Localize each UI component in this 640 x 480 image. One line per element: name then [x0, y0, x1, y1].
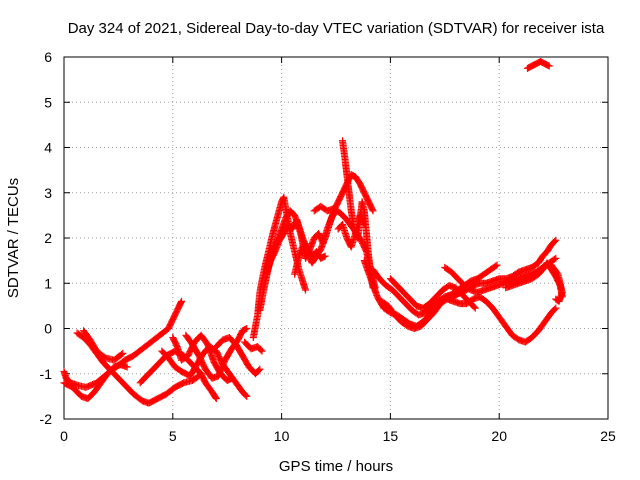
data-point: [302, 286, 310, 294]
data-point: [212, 394, 220, 402]
grid: [64, 57, 608, 419]
x-tick-label: 15: [383, 428, 399, 444]
data-point: [470, 303, 478, 311]
data-point: [360, 220, 368, 228]
data-point: [368, 206, 376, 214]
data-point: [243, 392, 251, 400]
data-point: [545, 62, 553, 70]
y-tick-label: 3: [44, 185, 52, 201]
data-point: [552, 304, 560, 312]
data-point: [212, 395, 220, 403]
data-point: [243, 325, 251, 332]
x-tick-label: 5: [169, 428, 177, 444]
data-point: [551, 237, 559, 245]
axis-ticks: [63, 56, 609, 420]
data-point: [255, 366, 263, 374]
series-track-9: [212, 334, 264, 378]
data-point: [369, 207, 377, 215]
data-point: [119, 349, 127, 357]
x-tick-label: 25: [600, 428, 616, 444]
y-tick-label: 1: [44, 275, 52, 291]
series-track-8: [182, 325, 251, 382]
y-tick-label: -1: [40, 366, 53, 382]
y-tick-label: 0: [44, 321, 52, 337]
y-tick-label: 4: [44, 140, 52, 156]
data-point: [321, 252, 329, 260]
tick-labels: 0 5 10 15 20 25 -2 -1 0 1 2 3 4 5 6: [40, 49, 616, 444]
data-point: [552, 295, 560, 303]
x-tick-label: 20: [491, 428, 507, 444]
data-point: [360, 219, 368, 227]
series-track-25: [547, 261, 566, 305]
data-point: [471, 304, 479, 312]
data-point: [123, 363, 131, 371]
x-tick-label: 0: [60, 428, 68, 444]
x-tick-label: 10: [274, 428, 290, 444]
data-point: [118, 350, 126, 358]
data-point: [552, 236, 560, 244]
series-track-1: [60, 297, 186, 391]
data-point: [552, 254, 560, 262]
series-track-10: [241, 338, 266, 355]
series-track-11: [249, 193, 310, 342]
series-track-26: [523, 58, 553, 72]
series-track-17: [334, 211, 368, 251]
series-track-14: [291, 171, 377, 278]
y-tick-label: 5: [44, 94, 52, 110]
chart-title: Day 324 of 2021, Sidereal Day-to-day VTE…: [68, 20, 605, 37]
data-point: [258, 347, 266, 355]
data-point: [553, 296, 561, 304]
data-points: [60, 58, 566, 407]
data-point: [550, 255, 558, 263]
data-point: [551, 305, 559, 313]
y-axis-label: SDTVAR / TECUs: [5, 178, 22, 298]
data-point: [257, 346, 265, 354]
data-point: [493, 261, 501, 269]
x-axis-label: GPS time / hours: [279, 458, 393, 475]
data-point: [228, 374, 236, 382]
y-tick-label: -2: [40, 411, 53, 427]
y-tick-label: 2: [44, 230, 52, 246]
data-point: [242, 391, 250, 399]
data-point: [178, 297, 186, 305]
data-point: [256, 365, 264, 373]
series-track-4: [80, 327, 127, 364]
y-tick-label: 6: [44, 49, 52, 65]
data-point: [492, 262, 500, 270]
series-track-23: [430, 236, 560, 310]
